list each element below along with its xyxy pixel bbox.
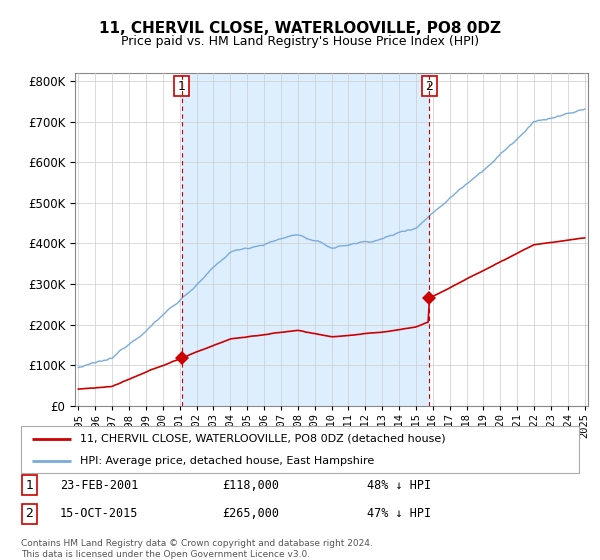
Text: HPI: Average price, detached house, East Hampshire: HPI: Average price, detached house, East… — [80, 456, 374, 466]
Text: 2: 2 — [25, 507, 34, 520]
Text: 48% ↓ HPI: 48% ↓ HPI — [367, 479, 431, 492]
Text: 23-FEB-2001: 23-FEB-2001 — [60, 479, 139, 492]
Text: Price paid vs. HM Land Registry's House Price Index (HPI): Price paid vs. HM Land Registry's House … — [121, 35, 479, 48]
Text: 2: 2 — [425, 80, 433, 92]
Text: Contains HM Land Registry data © Crown copyright and database right 2024.
This d: Contains HM Land Registry data © Crown c… — [21, 539, 373, 559]
Text: £265,000: £265,000 — [222, 507, 279, 520]
Text: 47% ↓ HPI: 47% ↓ HPI — [367, 507, 431, 520]
Text: 11, CHERVIL CLOSE, WATERLOOVILLE, PO8 0DZ: 11, CHERVIL CLOSE, WATERLOOVILLE, PO8 0D… — [99, 21, 501, 36]
Text: 11, CHERVIL CLOSE, WATERLOOVILLE, PO8 0DZ (detached house): 11, CHERVIL CLOSE, WATERLOOVILLE, PO8 0D… — [80, 434, 445, 444]
FancyBboxPatch shape — [21, 426, 579, 473]
Text: 15-OCT-2015: 15-OCT-2015 — [60, 507, 139, 520]
Text: 1: 1 — [25, 479, 34, 492]
Text: £118,000: £118,000 — [222, 479, 279, 492]
Text: 1: 1 — [178, 80, 185, 92]
Bar — [182, 73, 429, 406]
